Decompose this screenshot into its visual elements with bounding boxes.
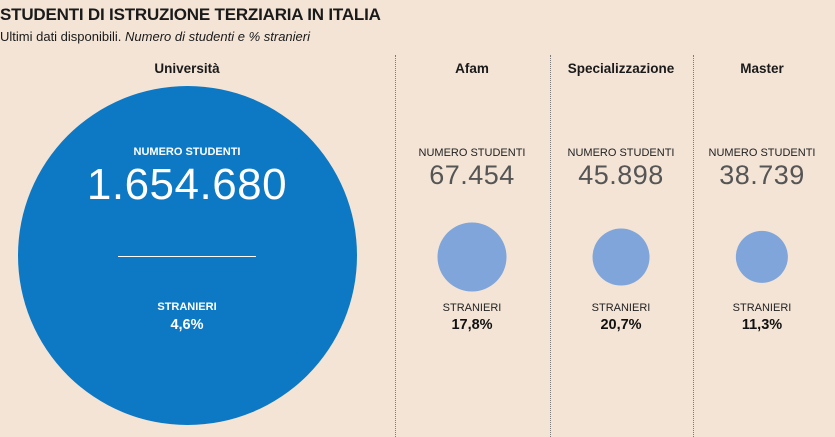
afam-students-label: NUMERO STUDENTI <box>418 147 526 159</box>
column-header-master: Master <box>740 61 784 76</box>
universita-foreign-value: 4,6% <box>170 317 204 333</box>
specializzazione-students-label: NUMERO STUDENTI <box>567 147 675 159</box>
subtitle-italic-text: Numero di studenti e % stranieri <box>125 29 310 44</box>
chart-title: STUDENTI DI ISTRUZIONE TERZIARIA IN ITAL… <box>0 5 381 24</box>
column-header-universita: Università <box>154 61 220 76</box>
bubble-master <box>735 230 789 284</box>
afam-foreign-value: 17,8% <box>451 317 493 333</box>
specializzazione-foreign-label: STRANIERI <box>591 302 651 314</box>
universita-separator-line <box>118 256 256 257</box>
column-divider <box>395 55 396 437</box>
master-students-label: NUMERO STUDENTI <box>708 147 816 159</box>
subtitle-text: Ultimi dati disponibili. <box>0 29 122 44</box>
master-foreign-label: STRANIERI <box>732 302 792 314</box>
bubble-afam <box>437 222 507 292</box>
universita-foreign-label: STRANIERI <box>157 301 217 313</box>
column-header-afam: Afam <box>455 61 489 76</box>
specializzazione-foreign-value: 20,7% <box>600 317 642 333</box>
universita-students-label: NUMERO STUDENTI <box>133 146 241 158</box>
column-divider <box>550 55 551 437</box>
master-foreign-value: 11,3% <box>741 317 783 333</box>
master-students-value: 38.739 <box>719 160 805 190</box>
column-header-specializzazione: Specializzazione <box>567 61 675 76</box>
afam-students-value: 67.454 <box>429 160 515 190</box>
specializzazione-students-value: 45.898 <box>578 160 664 190</box>
afam-foreign-label: STRANIERI <box>442 302 502 314</box>
bubble-specializzazione <box>592 228 650 286</box>
universita-students-value: 1.654.680 <box>86 160 288 209</box>
column-divider <box>693 55 694 437</box>
chart-subtitle: Ultimi dati disponibili. Numero di stude… <box>0 29 310 44</box>
bubble-universita <box>18 86 357 425</box>
